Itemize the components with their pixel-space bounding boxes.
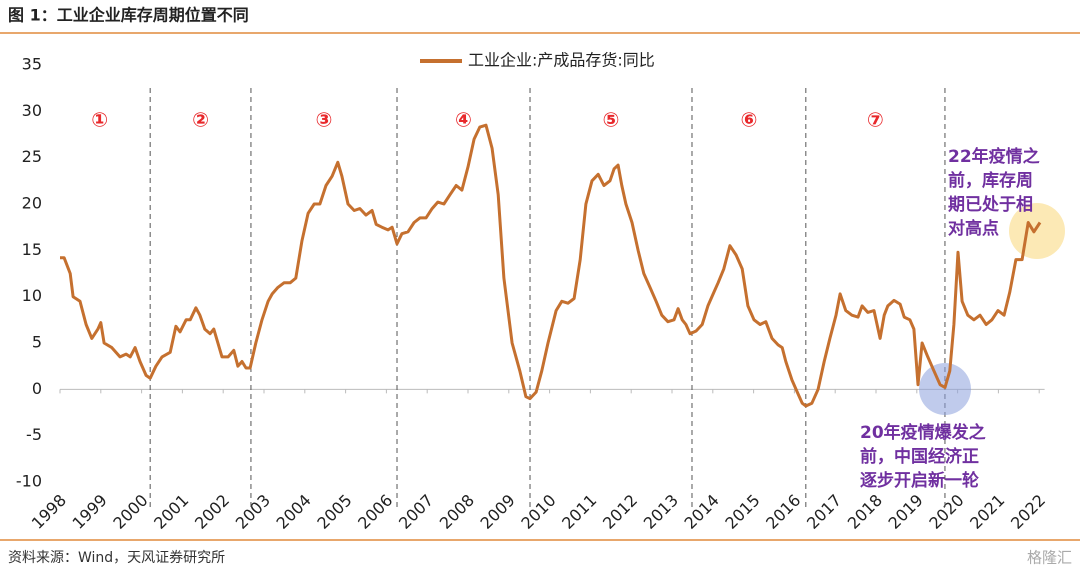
y-tick-label: 10 xyxy=(22,286,42,305)
x-tick-label: 2012 xyxy=(599,491,641,533)
x-tick-label: 2014 xyxy=(681,491,723,533)
annotation: 前，库存周 xyxy=(948,170,1033,191)
x-tick-label: 1999 xyxy=(69,491,111,533)
x-tick-label: 2003 xyxy=(232,491,274,533)
annotation: 对高点 xyxy=(948,218,999,239)
annotation: 20年疫情爆发之 xyxy=(860,422,986,443)
y-tick-label: 25 xyxy=(22,147,42,166)
x-tick-label: 2004 xyxy=(273,491,315,533)
x-tick-label: 2016 xyxy=(762,491,804,533)
annotation: 期已处于相 xyxy=(948,194,1033,215)
y-tick-label: 5 xyxy=(32,333,42,352)
cycle-label: ⑤ xyxy=(603,108,620,132)
source: 资料来源：Wind，天风证券研究所 xyxy=(8,550,225,566)
y-tick-label: -10 xyxy=(16,472,42,491)
x-tick-label: 2011 xyxy=(558,491,600,533)
x-tick-label: 2018 xyxy=(844,491,886,533)
legend-label: 工业企业:产成品存货:同比 xyxy=(468,51,655,70)
y-tick-label: 35 xyxy=(22,55,42,74)
x-tick-label: 2020 xyxy=(925,491,967,533)
x-tick-label: 2019 xyxy=(885,491,927,533)
x-tick-label: 2006 xyxy=(354,491,396,533)
x-tick-label: 2002 xyxy=(191,491,233,533)
x-tick-label: 2010 xyxy=(517,491,559,533)
x-tick-label: 2007 xyxy=(395,491,437,533)
y-tick-label: -5 xyxy=(26,425,42,444)
x-tick-label: 2022 xyxy=(1007,491,1049,533)
cycle-label: ⑥ xyxy=(740,108,757,132)
watermark: 格隆汇 xyxy=(1027,549,1072,567)
cycle-label: ⑦ xyxy=(867,108,884,132)
x-tick-label: 2000 xyxy=(109,491,151,533)
x-tick-label: 2008 xyxy=(436,491,478,533)
cycle-label: ② xyxy=(192,108,209,132)
y-tick-label: 15 xyxy=(22,240,42,259)
y-tick-label: 30 xyxy=(22,101,42,120)
chart-title: 图 1：工业企业库存周期位置不同 xyxy=(8,6,249,25)
x-tick-label: 2017 xyxy=(803,491,845,533)
x-tick-label: 2015 xyxy=(721,491,763,533)
cycle-label: ① xyxy=(91,108,108,132)
cycle-label: ③ xyxy=(316,108,333,132)
cycle-label: ④ xyxy=(455,108,472,132)
x-tick-label: 2005 xyxy=(313,491,355,533)
x-tick-label: 2021 xyxy=(966,491,1008,533)
annotation: 前，中国经济正 xyxy=(860,446,979,467)
x-tick-label: 2013 xyxy=(640,491,682,533)
x-tick-label: 1998 xyxy=(28,491,70,533)
y-tick-label: 0 xyxy=(32,379,42,398)
x-tick-label: 2009 xyxy=(477,491,519,533)
y-tick-label: 20 xyxy=(22,194,42,213)
series-line xyxy=(60,123,1042,408)
annotation: 22年疫情之 xyxy=(948,146,1040,167)
annotation: 逐步开启新一轮 xyxy=(860,470,979,491)
x-tick-label: 2001 xyxy=(150,491,192,533)
